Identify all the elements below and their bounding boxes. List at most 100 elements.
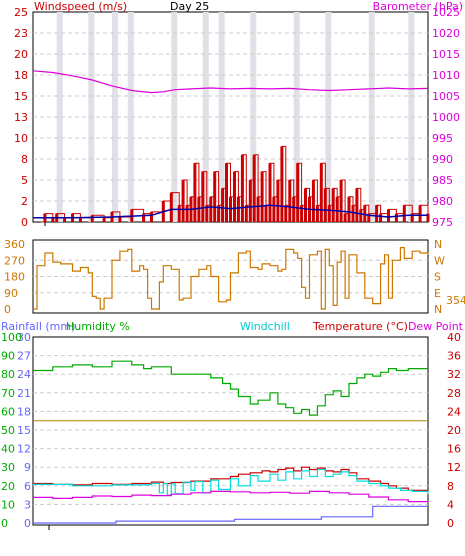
windspeed-bar-41 [276,180,280,222]
humidity-tick-2: 20 [1,480,15,493]
barometer-tick-8: 1015 [432,48,460,61]
temperature-tick-1: 4 [447,498,454,511]
windspeed-bar-24 [209,196,213,222]
barometer-tick-4: 995 [432,132,453,145]
windspeed-tick-7: 18 [14,69,28,82]
direction-compass-tick-2: S [434,271,441,284]
barometer-tick-3: 990 [432,153,453,166]
day-label: Day 25 [170,0,209,13]
windspeed-bar-68 [394,213,398,222]
temperature-tick-4: 16 [447,443,461,456]
windspeed-bar-35 [252,154,256,222]
humidity-tick-0: 0 [1,517,8,530]
day-band-6 [218,12,225,222]
direction-degree-tick-3: 270 [4,254,25,267]
barometer-tick-5: 1000 [432,111,460,124]
rainfall-tick-9: 27 [17,350,31,363]
barometer-axis-label: Barometer (hPa) [373,0,463,13]
windspeed-tick-0: 0 [21,216,28,229]
windspeed-tick-2: 5 [21,174,28,187]
windspeed-bar-72 [426,213,430,222]
rainfall-tick-2: 6 [24,480,31,493]
rainfall-tick-7: 21 [17,387,31,400]
direction-degree-tick-1: 90 [4,287,18,300]
windspeed-bar-13 [150,211,153,222]
humidity-tick-10: 100 [1,331,22,344]
windspeed-bar-38 [264,205,268,222]
windspeed-bar-67 [387,209,390,222]
windspeed-tick-8: 20 [14,48,28,61]
humidity-tick-1: 10 [1,498,15,511]
rainfall-tick-8: 24 [17,368,31,381]
windspeed-bar-16 [177,205,181,222]
day-band-2 [112,12,118,222]
rainfall-tick-3: 9 [24,461,31,474]
barometer-tick-labels: 975 980 985 990 995 1000 1005 1010 1015 1020 1025 [432,6,460,229]
windspeed-bar-6 [78,217,82,222]
wind-direction-degree-ticks: 0 90 180 270 360 [4,238,25,316]
rainfall-tick-4: 12 [17,443,31,456]
temperature-tick-6: 24 [447,405,461,418]
wind-direction-line [33,247,429,310]
windspeed-tick-1: 2 [21,195,28,208]
windspeed-bar-53 [323,188,327,222]
windspeed-bar-21 [197,196,201,222]
windspeed-tick-9: 23 [14,27,28,40]
barometer-tick-2: 985 [432,174,453,187]
windspeed-bar-50 [311,180,315,222]
windspeed-bar-57 [339,180,343,222]
windspeed-bar-7 [90,215,94,222]
temperature-tick-10: 40 [447,331,461,344]
windspeed-bar-62 [359,209,363,222]
windspeed-tick-5: 13 [14,111,28,124]
rainfall-axis-label: Rainfall (mm) [1,320,75,333]
direction-compass-tick-3: W [434,254,445,267]
direction-compass-tick-4: N [434,238,442,251]
temperature-tick-0: 0 [447,517,454,530]
direction-degree-tick-2: 180 [4,271,25,284]
day-band-3 [127,12,134,222]
temperature-axis-label: Temperature (°C) [312,320,408,333]
windspeed-bar-10 [118,217,122,222]
temperature-tick-8: 32 [447,368,461,381]
windspeed-bar-15 [169,192,173,222]
windspeed-bar-51 [315,205,319,222]
windspeed-bar-45 [292,196,296,222]
windspeed-bar-56 [335,196,339,222]
windspeed-bar-66 [379,213,383,222]
windspeed-bar-12 [142,213,146,222]
rainfall-tick-6: 18 [17,405,31,418]
windspeed-bar-8 [102,217,106,222]
temperature-humidity-series [33,360,429,524]
rainfall-tick-10: 30 [17,331,31,344]
humidity-tick-5: 50 [1,424,15,437]
windspeed-bar-70 [410,213,414,222]
direction-degree-tick-4: 360 [4,238,25,251]
windspeed-tick-10: 25 [14,6,28,19]
dew-point-line [33,490,429,503]
windspeed-bar-40 [272,196,276,222]
direction-compass-tick-1: E [434,287,441,300]
wind-barometer-series [32,70,430,223]
barometer-tick-0: 975 [432,216,453,229]
temperature-tick-5: 20 [447,424,461,437]
windspeed-bar-64 [367,213,371,222]
windspeed-bar-60 [351,205,355,222]
barometer-tick-7: 1010 [432,69,460,82]
barometer-tick-9: 1020 [432,27,460,40]
barometer-line [32,70,429,94]
windspeed-bar-4 [63,217,67,222]
barometer-tick-10: 1025 [432,6,460,19]
windspeed-average-line [33,204,428,219]
temperature-tick-labels: 0 4 8 12 16 20 24 28 32 36 40 [447,331,461,530]
temperature-tick-3: 12 [447,461,461,474]
direction-degree-tick-0: 0 [4,303,11,316]
humidity-tick-3: 30 [1,461,15,474]
day-band-0 [56,12,63,222]
humidity-tick-9: 90 [1,350,15,363]
humidity-tick-8: 80 [1,368,15,381]
